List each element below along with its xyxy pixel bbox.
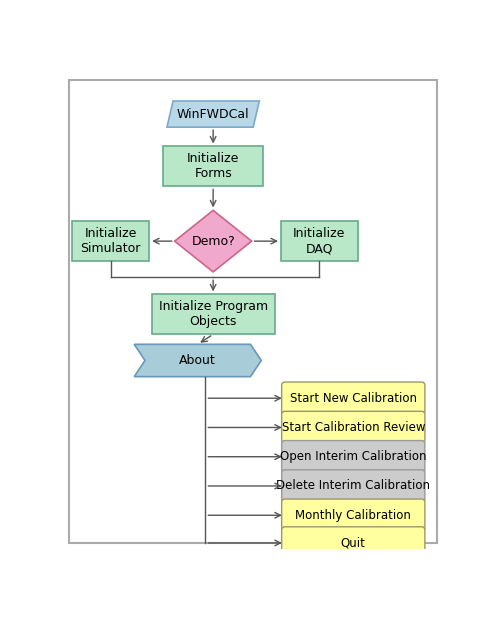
FancyBboxPatch shape — [69, 80, 437, 543]
FancyBboxPatch shape — [72, 221, 149, 261]
Text: Open Interim Calibration: Open Interim Calibration — [280, 450, 426, 463]
Polygon shape — [167, 101, 259, 127]
Text: Initialize
DAQ: Initialize DAQ — [293, 227, 346, 255]
Text: Start Calibration Review: Start Calibration Review — [282, 421, 425, 434]
Polygon shape — [175, 210, 251, 272]
FancyBboxPatch shape — [282, 412, 425, 444]
Text: Demo?: Demo? — [191, 234, 235, 247]
Text: About: About — [179, 354, 216, 367]
Text: Monthly Calibration: Monthly Calibration — [295, 509, 411, 522]
Text: Initialize Program
Objects: Initialize Program Objects — [159, 300, 268, 328]
Polygon shape — [134, 344, 261, 376]
Text: WinFWDCal: WinFWDCal — [177, 107, 249, 120]
Text: Quit: Quit — [341, 536, 366, 550]
FancyBboxPatch shape — [282, 499, 425, 531]
FancyBboxPatch shape — [282, 382, 425, 415]
Text: Delete Interim Calibration: Delete Interim Calibration — [276, 479, 430, 492]
Text: Initialize
Forms: Initialize Forms — [187, 152, 239, 180]
Text: Start New Calibration: Start New Calibration — [290, 392, 417, 405]
FancyBboxPatch shape — [282, 470, 425, 502]
FancyBboxPatch shape — [282, 527, 425, 559]
Text: Initialize
Simulator: Initialize Simulator — [81, 227, 141, 255]
FancyBboxPatch shape — [152, 294, 275, 334]
FancyBboxPatch shape — [163, 146, 263, 186]
FancyBboxPatch shape — [281, 221, 358, 261]
FancyBboxPatch shape — [282, 441, 425, 473]
